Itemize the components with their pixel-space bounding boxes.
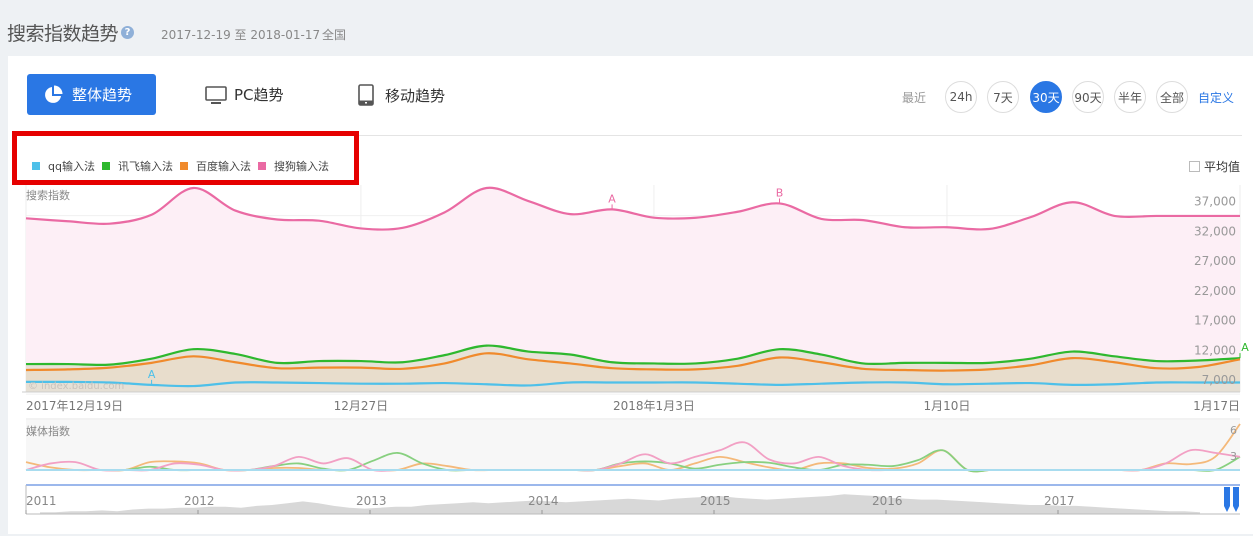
legend-swatch-icon bbox=[32, 162, 40, 170]
average-checkbox[interactable] bbox=[1189, 161, 1200, 172]
range-7d-button[interactable]: 7天 bbox=[987, 81, 1019, 113]
average-label: 平均值 bbox=[1204, 160, 1241, 174]
tablet-icon bbox=[358, 84, 374, 106]
legend: qq输入法 讯飞输入法 百度输入法 搜狗输入法 bbox=[32, 158, 336, 174]
tab-overall-trend[interactable]: 整体趋势 bbox=[27, 74, 156, 115]
range-24h-button[interactable]: 24h bbox=[945, 81, 977, 113]
legend-label: 讯飞输入法 bbox=[117, 160, 173, 173]
legend-item-sogou[interactable]: 搜狗输入法 bbox=[257, 158, 329, 174]
legend-label: 百度输入法 bbox=[195, 160, 251, 173]
legend-label: qq输入法 bbox=[48, 160, 95, 173]
legend-label: 搜狗输入法 bbox=[273, 160, 329, 173]
page-header: 搜索指数趋势 ? 2017-12-19 至 2018-01-17 全国 bbox=[0, 0, 1253, 56]
legend-swatch-icon bbox=[257, 162, 266, 170]
tab-pc-trend[interactable]: PC趋势 bbox=[205, 84, 284, 105]
date-range: 2017-12-19 至 2018-01-17 bbox=[161, 28, 321, 42]
region-label: 全国 bbox=[322, 28, 347, 42]
tab-label: PC趋势 bbox=[234, 86, 284, 104]
recent-label: 最近 bbox=[902, 91, 927, 105]
question-circle-icon[interactable]: ? bbox=[121, 26, 134, 39]
range-half-year-button[interactable]: 半年 bbox=[1114, 81, 1146, 113]
range-30d-button[interactable]: 30天 bbox=[1030, 81, 1062, 113]
legend-item-baidu[interactable]: 百度输入法 bbox=[179, 158, 251, 174]
trend-panel bbox=[8, 56, 1253, 534]
tab-label: 移动趋势 bbox=[385, 86, 446, 105]
range-90d-button[interactable]: 90天 bbox=[1072, 81, 1104, 113]
tab-label: 整体趋势 bbox=[72, 86, 133, 104]
range-all-button[interactable]: 全部 bbox=[1156, 81, 1188, 113]
legend-swatch-icon bbox=[101, 162, 110, 170]
tab-mobile-trend[interactable]: 移动趋势 bbox=[357, 84, 445, 106]
pie-chart-icon bbox=[45, 85, 63, 103]
page-title: 搜索指数趋势 bbox=[7, 23, 119, 45]
legend-item-qq[interactable]: qq输入法 bbox=[32, 158, 95, 174]
legend-highlight-box: qq输入法 讯飞输入法 百度输入法 搜狗输入法 bbox=[12, 131, 359, 185]
average-toggle[interactable]: 平均值 bbox=[1189, 158, 1240, 175]
monitor-icon bbox=[205, 85, 227, 104]
divider bbox=[27, 135, 1242, 136]
legend-item-xunfei[interactable]: 讯飞输入法 bbox=[101, 158, 173, 174]
legend-swatch-icon bbox=[179, 162, 188, 170]
custom-range-link[interactable]: 自定义 bbox=[1198, 91, 1235, 105]
